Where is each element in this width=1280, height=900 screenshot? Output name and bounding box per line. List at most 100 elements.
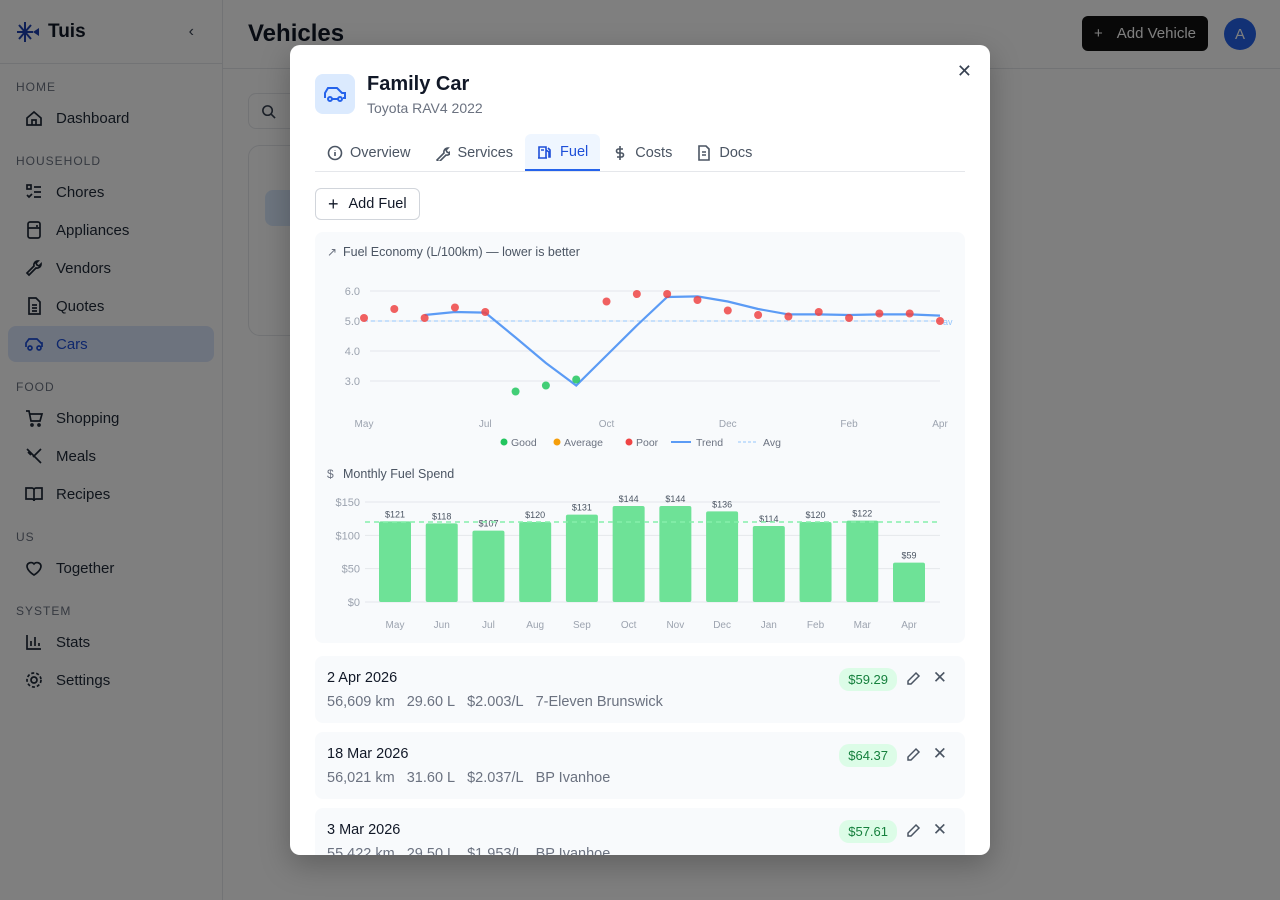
trend-line (424, 295, 941, 387)
bar-value-label: $144 (665, 494, 685, 504)
legend-label: Good (511, 437, 537, 449)
x-tick-label: Nov (666, 620, 684, 631)
y-tick-label: $0 (348, 597, 360, 609)
entry-station: 7-Eleven Brunswick (535, 694, 663, 710)
fuel-charts: ↗ Fuel Economy (L/100km) — lower is bette… (327, 245, 953, 631)
y-tick-label: 5.0 (345, 316, 360, 328)
entry-date: 18 Mar 2026 (327, 746, 409, 762)
x-tick-label: Aug (526, 620, 544, 631)
file-icon (698, 144, 711, 161)
x-tick-label: Dec (713, 620, 731, 631)
x-tick-label: Feb (807, 620, 825, 631)
bar (472, 530, 505, 602)
x-tick-label: Jun (434, 620, 450, 631)
data-point-poor (754, 311, 763, 319)
tabs: Overview Services Fuel Costs Docs (315, 134, 965, 172)
tab-label: Fuel (560, 143, 589, 160)
data-point-good (541, 381, 550, 390)
delete-icon[interactable]: ✕ (932, 820, 947, 839)
x-tick-label: Jul (482, 620, 495, 631)
legend-good-swatch (500, 438, 508, 446)
close-icon[interactable]: ✕ (956, 61, 972, 81)
bar-value-label: $121 (385, 509, 405, 519)
data-point-poor (360, 314, 368, 322)
add-fuel-button[interactable]: + Add Fuel (315, 188, 420, 220)
entry-odometer: 56,021 km (327, 770, 395, 786)
fuel-entry: 3 Mar 2026 55,422 km 29.50 L $1.953/L BP Iva… (315, 808, 965, 855)
fuel-icon (538, 145, 551, 159)
x-tick-label: Mar (854, 620, 872, 631)
legend-label: Poor (636, 437, 659, 449)
legend-label: Avg (763, 437, 781, 449)
charts-card: ↗ Fuel Economy (L/100km) — lower is bette… (315, 232, 965, 643)
chart-title: Fuel Economy (L/100km) — lower is better (343, 245, 580, 259)
bar-value-label: $144 (619, 494, 639, 504)
entry-litres: 29.50 L (406, 846, 456, 855)
y-tick-label: 6.0 (345, 286, 360, 298)
x-tick-label: Oct (621, 620, 637, 631)
bar (752, 526, 785, 602)
edit-icon[interactable] (905, 671, 921, 687)
legend-average-swatch (553, 438, 561, 446)
legend-label: Average (564, 437, 603, 449)
dollar-icon (615, 145, 625, 160)
data-point-poor (390, 305, 399, 313)
car-icon (315, 74, 355, 114)
avg-label: av (943, 317, 953, 327)
x-tick-label: Feb (840, 419, 858, 430)
entry-price: $2.003/L (467, 694, 524, 710)
data-point-poor (845, 314, 854, 322)
data-point-poor (632, 290, 641, 298)
vehicle-name: Family Car (367, 73, 470, 95)
entry-price: $1.953/L (467, 846, 524, 855)
bar (846, 520, 879, 602)
tab-costs[interactable]: Costs (600, 134, 684, 171)
bar-value-label: $120 (806, 510, 826, 520)
legend-poor-swatch (625, 438, 633, 446)
entry-odometer: 56,609 km (327, 694, 395, 710)
y-tick-label: 4.0 (345, 346, 360, 358)
y-tick-label: $50 (342, 564, 360, 576)
bar-value-label: $118 (432, 511, 451, 521)
tab-services[interactable]: Services (422, 134, 525, 171)
bar-value-label: $120 (525, 510, 545, 520)
bar-value-label: $136 (712, 499, 732, 509)
vehicle-modal: ✕ Family Car Toyota RAV4 2022 Overview Se… (290, 45, 990, 855)
entry-price: $2.037/L (467, 770, 524, 786)
data-point-poor (723, 306, 732, 315)
bar (612, 506, 645, 602)
entry-date: 2 Apr 2026 (327, 670, 398, 686)
tab-overview[interactable]: Overview (315, 134, 422, 171)
legend-label: Trend (696, 437, 723, 449)
edit-icon[interactable] (905, 747, 921, 763)
data-point-poor (693, 296, 702, 304)
bar (799, 522, 832, 602)
data-point-good (511, 387, 520, 396)
data-point-poor (450, 303, 459, 312)
data-point-poor (814, 308, 823, 316)
entry-station: BP Ivanhoe (535, 846, 611, 855)
delete-icon[interactable]: ✕ (932, 744, 947, 763)
data-point-poor (905, 309, 914, 318)
bar-value-label: $114 (759, 514, 778, 524)
fuel-entry: 2 Apr 2026 56,609 km 29.60 L $2.003/L 7-Elev… (315, 656, 965, 723)
entry-litres: 31.60 L (406, 770, 456, 786)
y-tick-label: $100 (336, 530, 360, 542)
tab-fuel[interactable]: Fuel (525, 134, 601, 171)
bar (565, 514, 598, 602)
x-tick-label: Apr (901, 620, 917, 631)
cost-badge: $64.37 (839, 744, 897, 767)
bar (893, 562, 925, 602)
data-point-poor (602, 297, 611, 306)
data-point-poor (481, 308, 490, 316)
edit-icon[interactable] (905, 823, 921, 839)
x-tick-label: May (355, 419, 374, 430)
delete-icon[interactable]: ✕ (932, 668, 947, 687)
entry-odometer: 55,422 km (327, 846, 395, 855)
tab-docs[interactable]: Docs (684, 134, 764, 171)
chart-title-icon: ↗ (327, 245, 337, 259)
x-tick-label: Jul (479, 419, 492, 430)
plus-icon: + (328, 193, 339, 214)
bar (379, 521, 411, 602)
x-tick-label: May (386, 620, 405, 631)
